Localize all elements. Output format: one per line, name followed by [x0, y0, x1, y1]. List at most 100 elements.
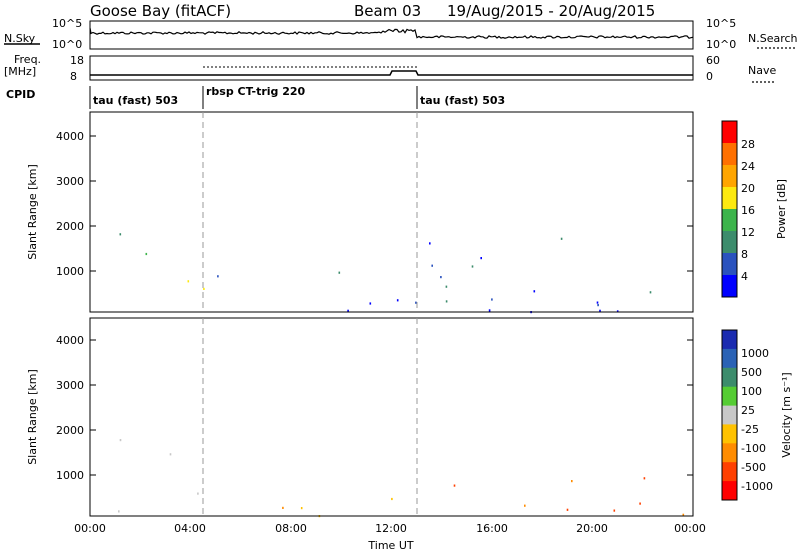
velocity-colorbar-tick: -500 — [741, 461, 766, 474]
power-cells — [119, 233, 652, 314]
data-cell — [187, 280, 190, 283]
power-colorbar-tick: 24 — [741, 160, 755, 173]
data-cell — [453, 484, 456, 487]
colorbar-cell — [722, 253, 737, 276]
noise-line — [89, 27, 694, 39]
colorbar-cell — [722, 209, 737, 232]
data-cell — [118, 510, 120, 513]
data-cell — [597, 304, 599, 307]
cpid-label: CPID — [6, 88, 35, 101]
nave-tick-top: 60 — [706, 54, 720, 67]
data-cell — [197, 492, 199, 495]
data-cell — [566, 508, 569, 511]
colorbar-cell — [722, 330, 737, 350]
power-ytick-label: 4000 — [56, 130, 84, 143]
data-cell — [300, 507, 303, 510]
freq-label-bottom: [MHz] — [4, 65, 36, 78]
power-ytick-label: 2000 — [56, 220, 84, 233]
colorbar-cell — [722, 386, 737, 407]
velocity-ylabel: Slant Range [km] — [26, 369, 39, 465]
power-colorbar-tick: 4 — [741, 270, 748, 283]
x-axis: 00:00 04:00 08:00 12:00 16:00 20:00 00:0… — [74, 522, 706, 552]
noise-left-tick-bottom: 10^0 — [52, 38, 82, 51]
power-colorbar-tick: 16 — [741, 204, 755, 217]
velocity-colorbar-cells — [722, 330, 737, 501]
data-cell — [203, 287, 205, 290]
colorbar-cell — [722, 143, 737, 166]
beam-label: Beam 03 — [354, 2, 421, 20]
data-cell — [491, 298, 493, 301]
data-cell — [599, 309, 601, 312]
power-y-ticks: 1000 2000 3000 4000 — [56, 130, 693, 278]
freq-panel-frame — [89, 55, 694, 81]
colorbar-cell — [722, 405, 737, 425]
data-cell — [347, 309, 349, 312]
freq-tick-bottom: 8 — [70, 70, 77, 83]
data-cell — [282, 506, 284, 509]
velocity-panel: 1000 2000 3000 4000 Slant Range [km] — [26, 317, 694, 518]
data-cell — [415, 301, 417, 304]
noise-right-tick-top: 10^5 — [706, 17, 736, 30]
data-cell — [471, 265, 474, 268]
cpid-mode-2: rbsp CT-trig 220 — [206, 85, 306, 98]
colorbar-cell — [722, 187, 737, 210]
freq-label-top: Freq. — [14, 53, 41, 66]
power-ytick-label: 3000 — [56, 175, 84, 188]
power-colorbar: 4 8 12 16 20 24 28 Power [dB] — [721, 120, 788, 298]
x-tick-label: 12:00 — [375, 522, 407, 535]
data-cell — [571, 480, 573, 483]
colorbar-cell — [722, 348, 737, 369]
power-colorbar-frame — [721, 120, 738, 298]
velocity-ytick-label: 1000 — [56, 469, 84, 482]
colorbar-cell — [722, 481, 737, 501]
data-cell — [119, 439, 122, 442]
data-cell — [643, 477, 646, 480]
data-cell — [480, 257, 482, 260]
velocity-plot-frame — [89, 317, 694, 517]
data-cell — [431, 264, 433, 267]
velocity-ytick-label: 4000 — [56, 334, 84, 347]
velocity-cells — [118, 439, 685, 518]
velocity-colorbar-tick: 25 — [741, 404, 755, 417]
velocity-colorbar-tick: 1000 — [741, 347, 769, 360]
velocity-colorbar-tick: -25 — [741, 423, 759, 436]
colorbar-cell — [722, 275, 737, 298]
data-cell — [338, 271, 341, 274]
x-tick-label: 00:00 — [674, 522, 706, 535]
data-cell — [649, 291, 652, 294]
cpid-mode-3: tau (fast) 503 — [420, 94, 505, 107]
velocity-colorbar-tick: -100 — [741, 442, 766, 455]
velocity-colorbar-frame — [721, 329, 738, 501]
power-panel: 1000 2000 3000 4000 Slant Range [km] — [26, 111, 694, 314]
data-cell — [596, 301, 599, 304]
freq-tick-top: 18 — [70, 54, 84, 67]
data-cell — [429, 242, 431, 245]
data-cell — [524, 504, 526, 507]
data-cell — [639, 502, 641, 505]
station-title: Goose Bay (fitACF) — [90, 2, 231, 20]
velocity-y-ticks: 1000 2000 3000 4000 — [56, 334, 693, 482]
velocity-colorbar-tick: 100 — [741, 385, 762, 398]
power-colorbar-tick: 28 — [741, 138, 755, 151]
data-cell — [613, 509, 616, 512]
data-cell — [391, 497, 393, 501]
data-cell — [488, 309, 491, 312]
colorbar-cell — [722, 443, 737, 463]
x-axis-label: Time UT — [367, 539, 413, 552]
colorbar-cell — [722, 165, 737, 188]
x-tick-label: 20:00 — [576, 522, 608, 535]
power-colorbar-label: Power [dB] — [775, 179, 788, 239]
data-cell — [169, 453, 172, 456]
colorbar-cell — [722, 462, 737, 482]
data-cell — [396, 299, 399, 302]
x-tick-label: 00:00 — [74, 522, 106, 535]
data-cell — [119, 233, 122, 236]
power-ylabel: Slant Range [km] — [26, 164, 39, 260]
power-colorbar-ticks: 4 8 12 16 20 24 28 — [741, 138, 755, 283]
data-cell — [369, 302, 372, 305]
noise-left-tick-top: 10^5 — [52, 17, 82, 30]
nave-label: Nave — [748, 64, 776, 77]
data-cell — [445, 285, 448, 288]
noise-right-tick-bottom: 10^0 — [706, 38, 736, 51]
data-cell — [445, 300, 448, 303]
